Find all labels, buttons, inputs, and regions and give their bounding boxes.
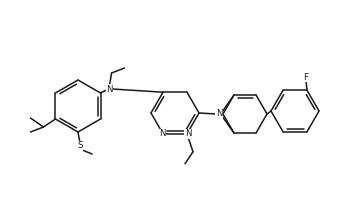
Text: N: N [159,129,165,138]
Text: F: F [303,73,308,82]
Text: N: N [185,129,191,138]
Text: S: S [77,141,83,150]
Text: N: N [216,110,222,119]
Text: N: N [106,84,113,93]
